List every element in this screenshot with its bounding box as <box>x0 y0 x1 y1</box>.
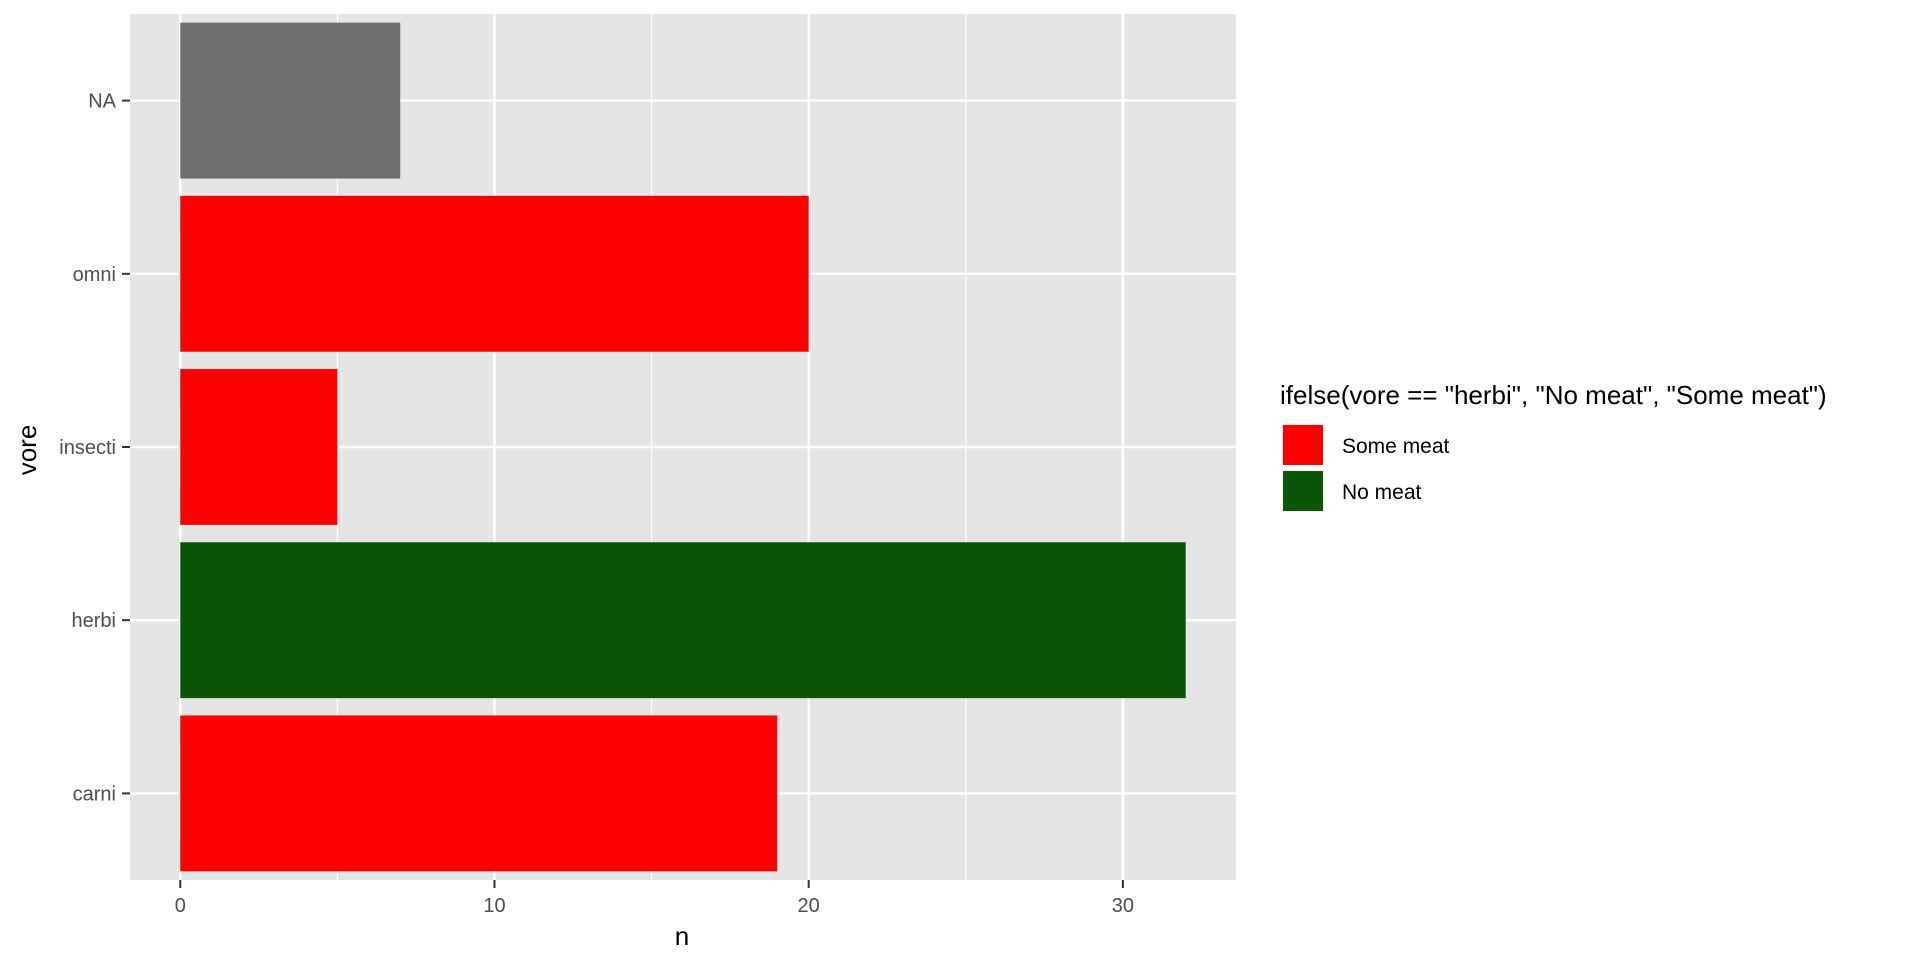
legend-entries: Some meat No meat <box>1282 424 1450 512</box>
bar-herbi <box>180 542 1186 699</box>
x-tick-label: 30 <box>1112 895 1134 917</box>
x-tick-label: 20 <box>798 895 820 917</box>
y-tick-label: insecti <box>59 437 116 459</box>
bar-na <box>180 22 401 179</box>
legend-label: Some meat <box>1342 435 1450 458</box>
y-tick-label: herbi <box>72 610 116 632</box>
bar-insecti <box>180 369 338 525</box>
legend-title: ifelse(vore == "herbi", "No meat", "Some… <box>1280 380 1827 410</box>
y-tick-label: carni <box>73 783 116 805</box>
y-tick-label: omni <box>73 264 116 286</box>
x-tick-label: 0 <box>175 895 186 917</box>
x-tick-label: 10 <box>483 895 505 917</box>
axes-group: 0 10 20 30 carni herbi insecti omni NA <box>59 91 1134 917</box>
bar-carni <box>180 715 778 872</box>
x-axis-title: n <box>675 921 689 951</box>
y-tick-label: NA <box>88 91 116 113</box>
legend-swatch <box>1283 425 1323 465</box>
legend: ifelse(vore == "herbi", "No meat", "Some… <box>1280 380 1827 512</box>
y-axis-title: vore <box>12 425 42 476</box>
legend-swatch <box>1283 471 1323 511</box>
bars-group <box>180 22 1186 872</box>
bar-omni <box>180 195 809 352</box>
legend-label: No meat <box>1342 481 1422 504</box>
